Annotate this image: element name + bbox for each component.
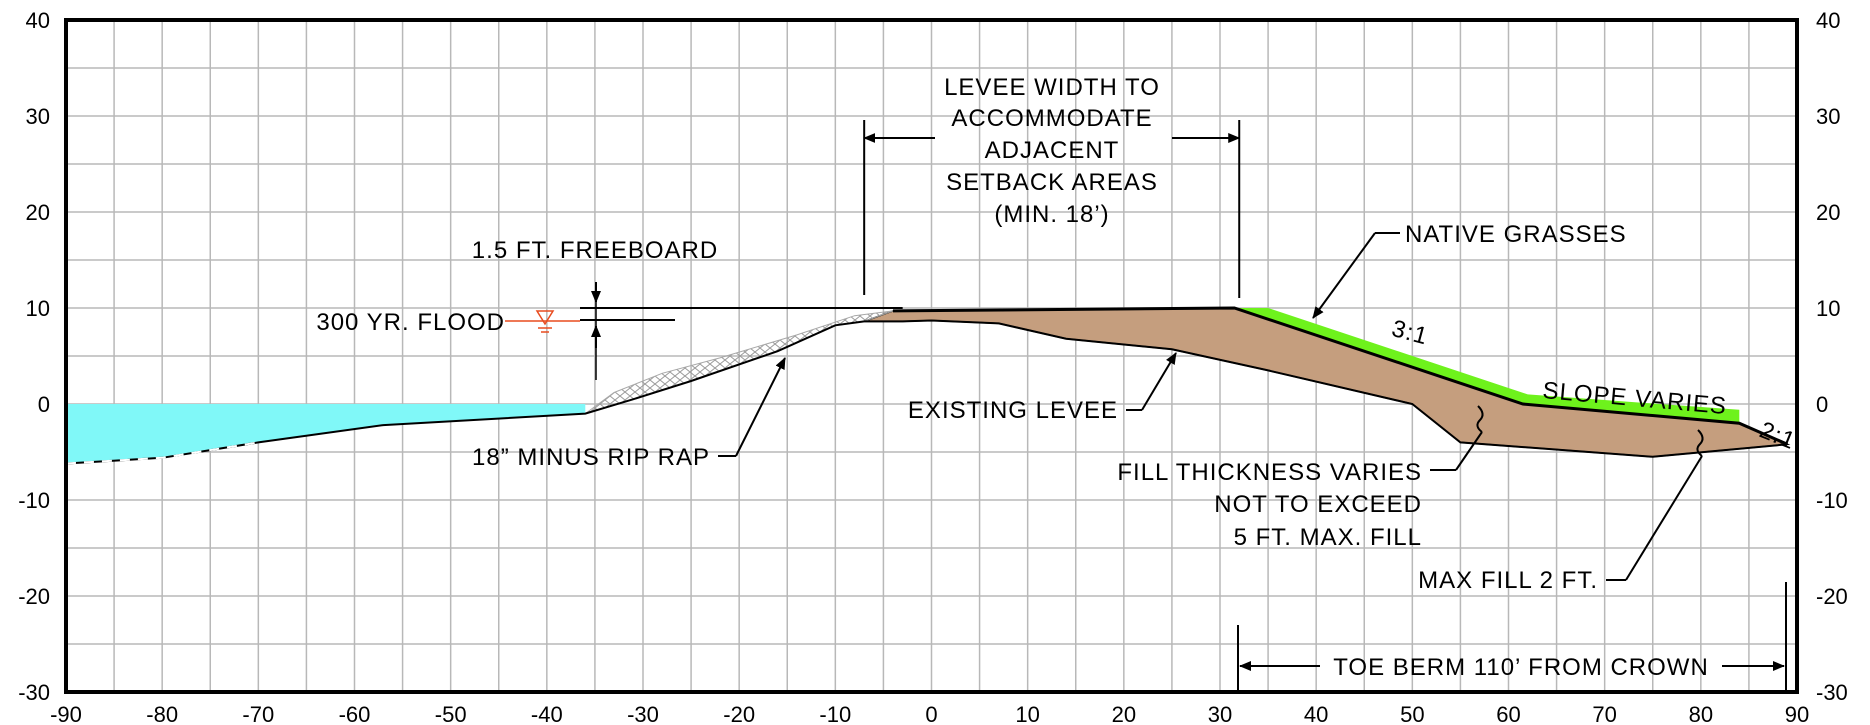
y-tick-label-left: 30 [26, 104, 50, 129]
x-tick-label: -60 [339, 702, 371, 725]
axis-ticks: -90 -80 -70 -60 -50 -40 -30 -20 -10 0 10 20 30 40 50 60… [18, 8, 1848, 725]
freeboard-label: 1.5 FT. FREEBOARD [472, 237, 718, 264]
native-grasses-label: NATIVE GRASSES [1405, 221, 1627, 248]
fill-thickness-label-3: 5 FT. MAX. FILL [1234, 524, 1422, 551]
existing-levee-arrow [1141, 352, 1177, 411]
x-tick-label: -70 [242, 702, 274, 725]
water-area [66, 404, 586, 464]
levee-width-label-1: LEVEE WIDTH TO [944, 74, 1160, 101]
y-tick-label-right: 20 [1816, 200, 1840, 225]
fill-thickness-label-1: FILL THICKNESS VARIES [1117, 459, 1422, 486]
y-tick-label-right: 10 [1816, 296, 1840, 321]
flood-label: 300 YR. FLOOD [316, 309, 505, 336]
annotations: LEVEE WIDTH TO ACCOMMODATE ADJACENT SETBACK… [316, 74, 1800, 690]
y-tick-label-left: 20 [26, 200, 50, 225]
toe-berm-label: TOE BERM 110’ FROM CROWN [1333, 654, 1709, 681]
x-tick-label: -90 [50, 702, 82, 725]
native-grass [1234, 308, 1740, 424]
x-tick-label: 80 [1689, 702, 1713, 725]
x-tick-label: 20 [1112, 702, 1136, 725]
rip-rap-arrow [735, 357, 786, 457]
x-tick-label: 90 [1785, 702, 1809, 725]
levee-width-label-5: (MIN. 18’) [994, 201, 1109, 228]
existing-ground-line [65, 319, 1788, 465]
axis-frame [64, 18, 1799, 694]
native-grasses-arrow [1312, 232, 1376, 319]
levee-width-label-3: ADJACENT [985, 137, 1120, 164]
x-tick-label: -50 [435, 702, 467, 725]
x-tick-label: 60 [1496, 702, 1520, 725]
y-tick-label-left: -20 [18, 584, 50, 609]
max-fill-break-icon [1696, 429, 1704, 457]
y-tick-label-right: -20 [1816, 584, 1848, 609]
x-tick-label: 0 [925, 702, 937, 725]
x-tick-label: 10 [1015, 702, 1039, 725]
y-tick-label-right: -30 [1816, 680, 1848, 705]
slope-2-1-label: 2:1 [1756, 417, 1800, 456]
underwater-dash [65, 441, 259, 465]
slope-3-1-label: 3:1 [1389, 315, 1431, 350]
x-tick-label: -30 [627, 702, 659, 725]
y-tick-label-left: -10 [18, 488, 50, 513]
y-tick-label-left: 0 [38, 392, 50, 417]
rip-rap-label: 18” MINUS RIP RAP [472, 444, 710, 471]
y-tick-label-left: 40 [26, 8, 50, 33]
y-tick-label-right: 0 [1816, 392, 1828, 417]
max-fill-label: MAX FILL 2 FT. [1418, 567, 1598, 594]
x-tick-label: 70 [1592, 702, 1616, 725]
x-tick-label: -80 [146, 702, 178, 725]
fill-thickness-pointer [1455, 431, 1483, 471]
x-tick-label: -10 [819, 702, 851, 725]
levee-width-label-2: ACCOMMODATE [951, 105, 1152, 132]
x-tick-label: 30 [1208, 702, 1232, 725]
y-tick-label-left: 10 [26, 296, 50, 321]
x-tick-label: -20 [723, 702, 755, 725]
y-tick-label-left: -30 [18, 680, 50, 705]
levee-width-label-4: SETBACK AREAS [946, 169, 1158, 196]
y-tick-label-right: -10 [1816, 488, 1848, 513]
existing-levee-label: EXISTING LEVEE [908, 397, 1118, 424]
terrain-fills [66, 307, 1791, 464]
y-tick-label-right: 30 [1816, 104, 1840, 129]
flood-water-icon [535, 310, 555, 326]
fill-thickness-break-icon [1476, 405, 1484, 433]
fill-thickness-label-2: NOT TO EXCEED [1214, 491, 1422, 518]
profile-lines [64, 18, 1799, 694]
new-levee-top-line [892, 306, 1789, 446]
x-tick-label: -40 [531, 702, 563, 725]
max-fill-pointer [1625, 455, 1703, 581]
x-tick-label: 40 [1304, 702, 1328, 725]
y-tick-label-right: 40 [1816, 8, 1840, 33]
x-tick-label: 50 [1400, 702, 1424, 725]
